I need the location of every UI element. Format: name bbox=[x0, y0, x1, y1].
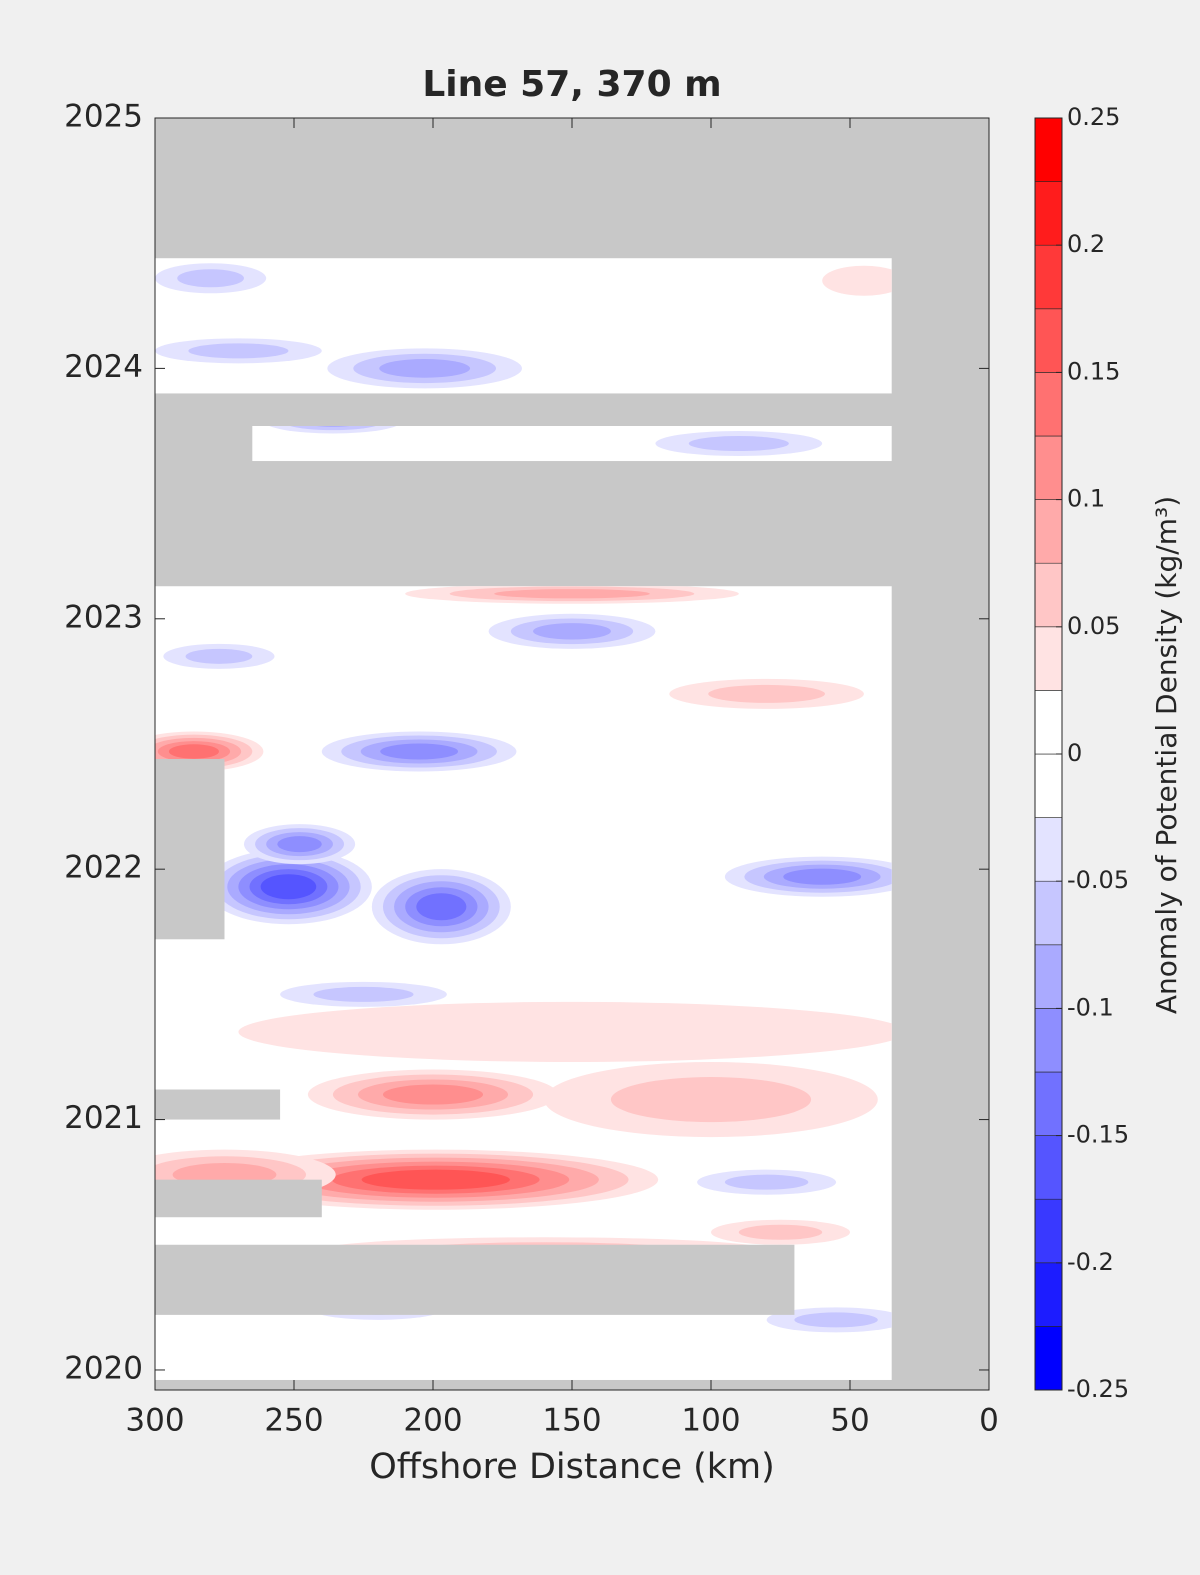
colorbar-tick-label: 0.25 bbox=[1067, 103, 1120, 131]
contour-blob bbox=[416, 893, 467, 921]
x-axis-label: Offshore Distance (km) bbox=[369, 1447, 775, 1487]
contour-blob bbox=[738, 1224, 823, 1240]
colorbar-tick-label: -0.1 bbox=[1067, 993, 1114, 1021]
contour-blob bbox=[380, 743, 459, 760]
colorbar-label: Anomaly of Potential Density (kg/m³) bbox=[1150, 496, 1183, 1014]
contour-blob bbox=[238, 1001, 892, 1062]
contour-blob bbox=[168, 744, 219, 759]
x-tick-label: 50 bbox=[830, 1403, 869, 1439]
x-tick-label: 300 bbox=[125, 1403, 184, 1439]
colorbar-tick-label: -0.05 bbox=[1067, 866, 1129, 894]
colorbar-segment bbox=[1034, 499, 1063, 564]
colorbar-tick-label: 0.15 bbox=[1067, 357, 1120, 385]
contour-blob bbox=[260, 874, 317, 900]
contour-blob bbox=[610, 1077, 812, 1123]
contour-blob bbox=[185, 648, 253, 664]
colorbar-segment bbox=[1034, 944, 1063, 1009]
contour-blob bbox=[708, 684, 825, 703]
data-gap bbox=[155, 1244, 795, 1315]
contour-blob bbox=[177, 269, 244, 288]
colorbar-segment bbox=[1034, 753, 1063, 818]
y-tick-label: 2021 bbox=[64, 1100, 143, 1136]
contour-blob bbox=[379, 359, 471, 378]
x-tick-label: 0 bbox=[979, 1403, 999, 1439]
colorbar-segment bbox=[1034, 1008, 1063, 1073]
contour-blob bbox=[494, 589, 650, 599]
colorbar-segment bbox=[1034, 1135, 1063, 1200]
colorbar-segment bbox=[1034, 817, 1063, 882]
colorbar-segment bbox=[1034, 1198, 1063, 1264]
contour-blob bbox=[688, 436, 789, 452]
colorbar-segment bbox=[1034, 181, 1063, 246]
y-tick-label: 2024 bbox=[64, 349, 143, 385]
colorbar-segment bbox=[1034, 117, 1063, 182]
chart-title: Line 57, 370 m bbox=[422, 64, 721, 105]
contour-blob bbox=[188, 343, 289, 359]
colorbar-tick-label: -0.2 bbox=[1067, 1248, 1114, 1276]
y-tick-label: 2025 bbox=[64, 99, 143, 135]
colorbar-segment bbox=[1034, 626, 1063, 691]
colorbar-segment bbox=[1034, 562, 1063, 628]
x-tick-label: 100 bbox=[681, 1403, 740, 1439]
colorbar-segment bbox=[1034, 690, 1063, 755]
colorbar-tick-label: 0.2 bbox=[1067, 230, 1105, 258]
contour-blob bbox=[382, 1084, 484, 1105]
contour-blob bbox=[361, 1169, 510, 1190]
colorbar-segment bbox=[1034, 880, 1063, 946]
y-tick-label: 2022 bbox=[64, 850, 143, 886]
contour-blob bbox=[822, 265, 892, 296]
data-gap bbox=[155, 1089, 281, 1120]
contour-blob bbox=[533, 623, 611, 640]
colorbar-segment bbox=[1034, 1071, 1063, 1136]
x-tick-label: 200 bbox=[403, 1403, 462, 1439]
plot-area bbox=[154, 117, 990, 1391]
colorbar-segment bbox=[1034, 1262, 1063, 1327]
contour-field bbox=[155, 263, 892, 1333]
colorbar-segment bbox=[1034, 244, 1063, 310]
colorbar-segment bbox=[1034, 308, 1063, 373]
colorbar-tick-label: 0 bbox=[1067, 739, 1082, 767]
data-gap bbox=[155, 759, 225, 940]
y-tick-label: 2023 bbox=[64, 599, 143, 635]
contour-blob bbox=[313, 986, 414, 1002]
contour-blob bbox=[277, 836, 322, 853]
contour-blob bbox=[724, 1174, 809, 1190]
x-tick-label: 150 bbox=[542, 1403, 601, 1439]
colorbar-tick-label: 0.1 bbox=[1067, 485, 1105, 513]
x-tick-label: 250 bbox=[264, 1403, 323, 1439]
data-coverage bbox=[155, 258, 892, 394]
colorbar-segment bbox=[1034, 435, 1063, 500]
colorbar-tick-label: 0.05 bbox=[1067, 612, 1120, 640]
contour-blob bbox=[783, 868, 862, 885]
colorbar-tick-label: -0.25 bbox=[1067, 1375, 1129, 1403]
colorbar-segment bbox=[1034, 1326, 1063, 1391]
contour-blob bbox=[794, 1312, 878, 1328]
colorbar-tick-label: -0.15 bbox=[1067, 1121, 1129, 1149]
y-tick-label: 2020 bbox=[64, 1350, 143, 1386]
colorbar-segment bbox=[1034, 372, 1063, 437]
data-gap bbox=[155, 1179, 322, 1218]
